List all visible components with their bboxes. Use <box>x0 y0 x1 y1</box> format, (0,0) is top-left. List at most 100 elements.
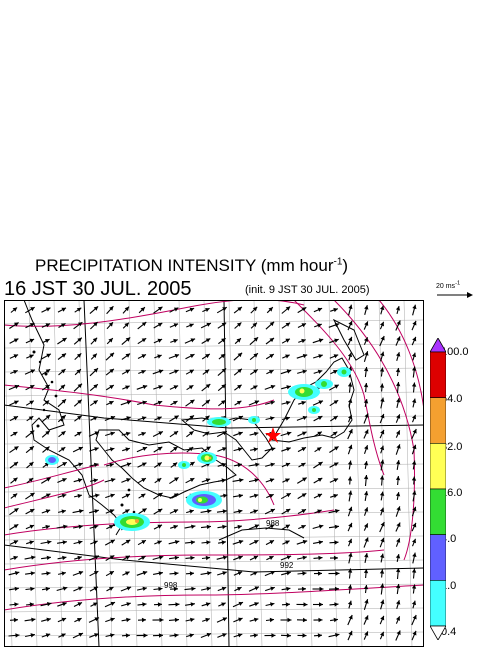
wind-arrow <box>73 399 83 407</box>
wind-arrow <box>201 446 211 453</box>
wind-arrow <box>168 540 180 545</box>
wind-arrow <box>281 385 291 390</box>
wind-arrow <box>74 368 82 376</box>
wind-arrow <box>297 508 307 515</box>
wind-arrow <box>105 509 115 514</box>
wind-arrow <box>329 399 339 407</box>
wind-arrow <box>233 306 243 314</box>
wind-arrow <box>347 336 353 346</box>
wind-arrow <box>347 630 353 641</box>
wind-arrow <box>249 539 259 546</box>
wind-arrow <box>217 586 227 592</box>
wind-arrow <box>168 353 180 359</box>
wind-arrow <box>89 478 99 483</box>
wind-arrow <box>186 430 194 438</box>
wind-arrow <box>89 586 99 592</box>
wind-arrow <box>233 617 243 623</box>
precip-cell <box>288 384 320 400</box>
wind-arrow <box>250 306 258 314</box>
wind-arrow <box>297 586 307 592</box>
wind-arrow <box>201 602 211 607</box>
wind-arrow <box>89 633 99 638</box>
wind-arrow <box>328 571 340 576</box>
wind-arrow <box>363 321 369 330</box>
wind-arrow <box>9 338 19 344</box>
wind-arrow <box>312 524 324 530</box>
wind-arrow <box>329 462 339 468</box>
wind-arrow <box>136 633 148 638</box>
colorbar <box>430 338 446 640</box>
wind-arrow <box>347 584 353 594</box>
wind-arrow <box>280 617 292 623</box>
wind-arrow <box>74 555 82 561</box>
wind-arrow <box>90 416 98 421</box>
wind-arrow <box>264 447 276 452</box>
wind-arrow <box>379 521 385 533</box>
wind-arrow <box>248 478 260 483</box>
precip-cell <box>337 367 351 377</box>
wind-arrow <box>9 586 19 591</box>
wind-arrow <box>57 493 67 498</box>
wind-arrow <box>379 569 385 578</box>
wind-arrow <box>312 586 324 592</box>
wind-arrow <box>137 539 147 546</box>
wind-arrow <box>122 509 130 514</box>
wind-arrow <box>217 478 227 483</box>
wind-arrow <box>185 477 195 484</box>
wind-arrow <box>265 602 275 607</box>
wind-arrow <box>121 493 131 499</box>
wind-arrow <box>412 366 417 378</box>
wind-arrow <box>330 431 338 437</box>
wind-arrow <box>105 352 115 361</box>
grid-line <box>4 391 424 397</box>
wind-arrow <box>395 475 401 486</box>
wind-arrow <box>234 586 242 592</box>
map-border <box>4 300 424 647</box>
grid-line <box>4 463 424 469</box>
wind-arrow <box>233 368 243 376</box>
wind-arrow <box>282 540 290 545</box>
wind-arrow <box>296 539 308 545</box>
wind-arrow <box>121 353 131 360</box>
colorbar-tick: 16.0 <box>441 487 463 499</box>
wind-arrow <box>312 338 324 344</box>
wind-arrow <box>265 321 275 330</box>
wind-arrow <box>395 320 401 331</box>
wind-arrow <box>395 414 401 423</box>
wind-arrow <box>234 322 242 329</box>
wind-arrow <box>138 555 146 561</box>
wind-arrow <box>25 586 35 592</box>
grid-line <box>78 300 88 647</box>
wind-arrow <box>218 353 226 360</box>
wind-arrow <box>281 571 291 576</box>
wind-arrow <box>90 353 98 360</box>
wind-arrow <box>90 602 98 607</box>
wind-arrow <box>106 400 114 406</box>
wind-arrow <box>154 540 162 545</box>
wind-arrow <box>90 337 98 345</box>
wind-arrow <box>73 602 83 607</box>
wind-arrow <box>201 555 211 561</box>
wind-arrow <box>200 632 212 639</box>
wind-arrow <box>298 462 306 468</box>
wind-arrow <box>89 447 99 452</box>
grid-line <box>28 300 38 647</box>
wind-arrow <box>265 353 275 360</box>
wind-arrow <box>347 614 353 626</box>
wind-arrow <box>380 459 385 471</box>
wind-arrow <box>105 633 115 638</box>
wind-arrow <box>88 617 100 623</box>
wind-arrow <box>9 507 19 516</box>
wind-arrow <box>41 477 51 484</box>
wind-arrow <box>9 322 19 329</box>
chart-title: PRECIPITATION INTENSITY (mm hour-1) <box>35 256 349 275</box>
wind-arrow <box>249 431 259 436</box>
wind-arrow <box>9 540 19 545</box>
wind-arrow <box>120 462 132 468</box>
wind-arrow <box>296 415 308 421</box>
wind-arrow <box>10 555 18 561</box>
wind-arrow <box>265 416 275 421</box>
wind-arrow <box>265 478 275 483</box>
wind-arrow <box>265 337 275 345</box>
wind-arrow <box>41 323 51 328</box>
